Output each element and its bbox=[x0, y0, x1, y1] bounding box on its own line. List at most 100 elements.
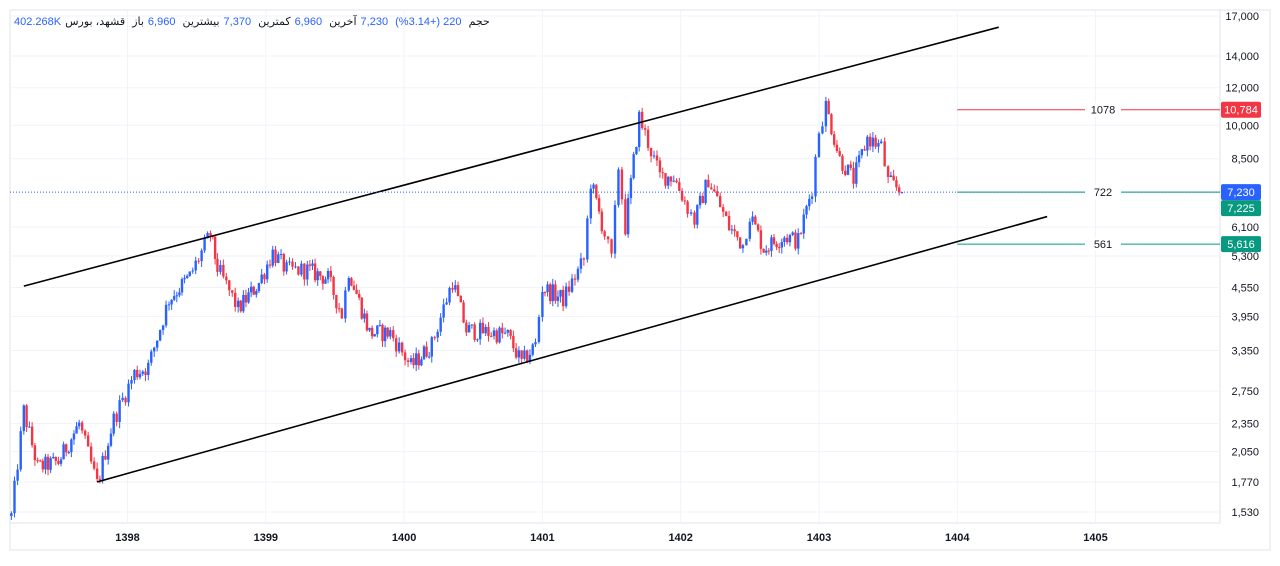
y-tick-label: 2,750 bbox=[1231, 386, 1259, 398]
candle-body bbox=[127, 383, 130, 403]
lower-trendline[interactable] bbox=[96, 215, 1048, 483]
candle-body bbox=[573, 278, 577, 280]
candle-body bbox=[308, 264, 312, 266]
candle-body bbox=[164, 304, 168, 326]
candle-body bbox=[383, 327, 387, 342]
candle-body bbox=[814, 156, 817, 197]
candle-body bbox=[617, 169, 620, 206]
candle-body bbox=[770, 237, 773, 251]
candle-body bbox=[381, 324, 384, 342]
candle-body bbox=[501, 327, 504, 334]
candle-body bbox=[727, 216, 731, 231]
candle-body bbox=[514, 348, 518, 358]
candle-body bbox=[285, 262, 288, 272]
candle-body bbox=[478, 322, 482, 340]
candle-body bbox=[403, 352, 407, 361]
candle-body bbox=[54, 456, 58, 461]
candle-body bbox=[409, 358, 413, 362]
candle-body bbox=[713, 189, 716, 192]
candle-body bbox=[16, 469, 19, 481]
candle-body bbox=[897, 187, 901, 193]
level-price-tag-bg bbox=[1221, 101, 1261, 118]
candle-body bbox=[400, 342, 404, 353]
candle-body bbox=[303, 263, 306, 280]
candle-body bbox=[860, 149, 864, 156]
candle-body bbox=[454, 285, 457, 290]
level-price-tag: 10,784 bbox=[1224, 105, 1258, 117]
candle-body bbox=[373, 334, 376, 337]
candle-body bbox=[106, 445, 110, 460]
candle-body bbox=[484, 326, 487, 334]
candle-body bbox=[783, 237, 786, 242]
candle-body bbox=[537, 317, 541, 343]
candle-body bbox=[721, 207, 725, 212]
candle-body bbox=[643, 128, 647, 130]
trendlines[interactable] bbox=[23, 26, 1048, 483]
candle-body bbox=[130, 380, 133, 384]
horizontal-levels[interactable]: 1078 722 561 bbox=[10, 102, 1220, 252]
candle-body bbox=[841, 155, 844, 171]
candle-body bbox=[279, 254, 283, 256]
upper-trendline[interactable] bbox=[23, 26, 999, 287]
level-label-bg bbox=[1085, 237, 1121, 252]
candle-body bbox=[28, 426, 31, 428]
candle-body bbox=[268, 264, 272, 266]
candle-body bbox=[321, 276, 325, 284]
candle-body bbox=[707, 179, 710, 188]
candle-body bbox=[141, 371, 144, 374]
y-tick-label: 3,350 bbox=[1231, 346, 1259, 358]
candle-body bbox=[282, 254, 286, 272]
candle-body bbox=[36, 460, 39, 462]
candle-body bbox=[89, 446, 93, 462]
candle-body bbox=[257, 283, 261, 292]
high-value: 7,370 bbox=[223, 16, 252, 28]
candle-body bbox=[638, 111, 641, 148]
candle-body bbox=[368, 327, 371, 331]
candle-body bbox=[352, 285, 356, 290]
x-tick-label: 1405 bbox=[1083, 532, 1107, 544]
candle-body bbox=[350, 278, 353, 286]
candle-body bbox=[871, 137, 875, 147]
candle-body bbox=[363, 313, 366, 319]
candle-body bbox=[80, 422, 84, 431]
x-tick-label: 1398 bbox=[115, 532, 139, 544]
candle-body bbox=[422, 346, 426, 360]
candle-body bbox=[209, 232, 212, 236]
candle-body bbox=[30, 426, 34, 446]
candle-body bbox=[118, 400, 121, 422]
candle-body bbox=[738, 237, 742, 249]
candle-body bbox=[324, 279, 327, 284]
candle-body bbox=[462, 302, 465, 323]
candle-body bbox=[155, 340, 159, 348]
candle-body bbox=[158, 330, 162, 341]
candle-body bbox=[183, 277, 186, 280]
candle-body bbox=[445, 302, 448, 305]
candle-body bbox=[762, 248, 765, 253]
candle-body bbox=[263, 274, 266, 280]
candle-body bbox=[678, 182, 681, 191]
candle-body bbox=[689, 212, 693, 214]
level-price-tag-bg bbox=[1221, 236, 1261, 253]
candle-body bbox=[415, 353, 418, 366]
low-label: کمترین bbox=[258, 16, 291, 28]
candle-body bbox=[433, 337, 436, 339]
candle-body bbox=[597, 198, 601, 212]
candle-body bbox=[541, 292, 544, 318]
candle-body bbox=[889, 175, 893, 178]
candle-body bbox=[360, 297, 363, 319]
candle-body bbox=[161, 325, 165, 331]
candle-body bbox=[655, 155, 659, 161]
candle-body bbox=[216, 258, 219, 272]
candle-body bbox=[395, 338, 398, 352]
candle-body bbox=[517, 350, 521, 358]
candle-body bbox=[465, 322, 468, 333]
candle-body bbox=[528, 354, 532, 362]
candle-body bbox=[492, 330, 496, 337]
candle-body bbox=[442, 304, 445, 318]
symbol-name: قشهد، بورس bbox=[65, 16, 126, 28]
candle-body bbox=[459, 296, 463, 303]
candle-body bbox=[640, 111, 644, 129]
candle-body bbox=[306, 264, 309, 280]
